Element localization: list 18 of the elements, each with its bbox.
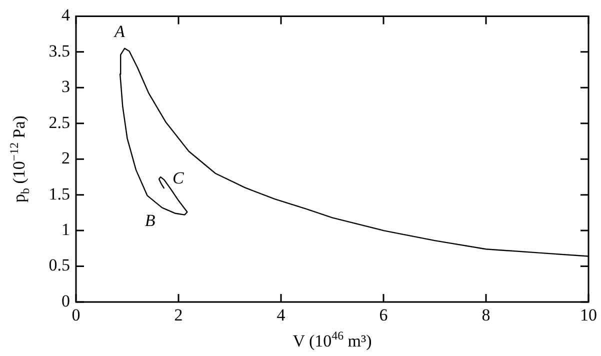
x-tick-label: 6 — [379, 306, 388, 325]
x-tick-label: 4 — [276, 306, 286, 325]
annotation: B — [144, 211, 156, 230]
y-tick-label: 1 — [62, 220, 70, 240]
y-tick-label: 1.5 — [48, 184, 70, 204]
annotation: C — [172, 168, 184, 188]
x-tick-label: 2 — [174, 306, 183, 325]
y-tick-label: 3 — [62, 77, 70, 96]
annotation: A — [113, 22, 126, 41]
y-tick-label: 3.5 — [48, 41, 70, 60]
y-tick-label: 4 — [62, 6, 70, 25]
x-tick-label: 10 — [580, 306, 597, 325]
y-tick-label: 0 — [62, 291, 70, 310]
y-tick-label: 2 — [62, 148, 70, 168]
y-tick-label: 0.5 — [48, 256, 70, 275]
y-tick-label: 2.5 — [48, 112, 70, 132]
x-axis-title: V (10$^{46}$ m³) — [292, 328, 372, 352]
x-tick-label: 8 — [482, 306, 490, 325]
